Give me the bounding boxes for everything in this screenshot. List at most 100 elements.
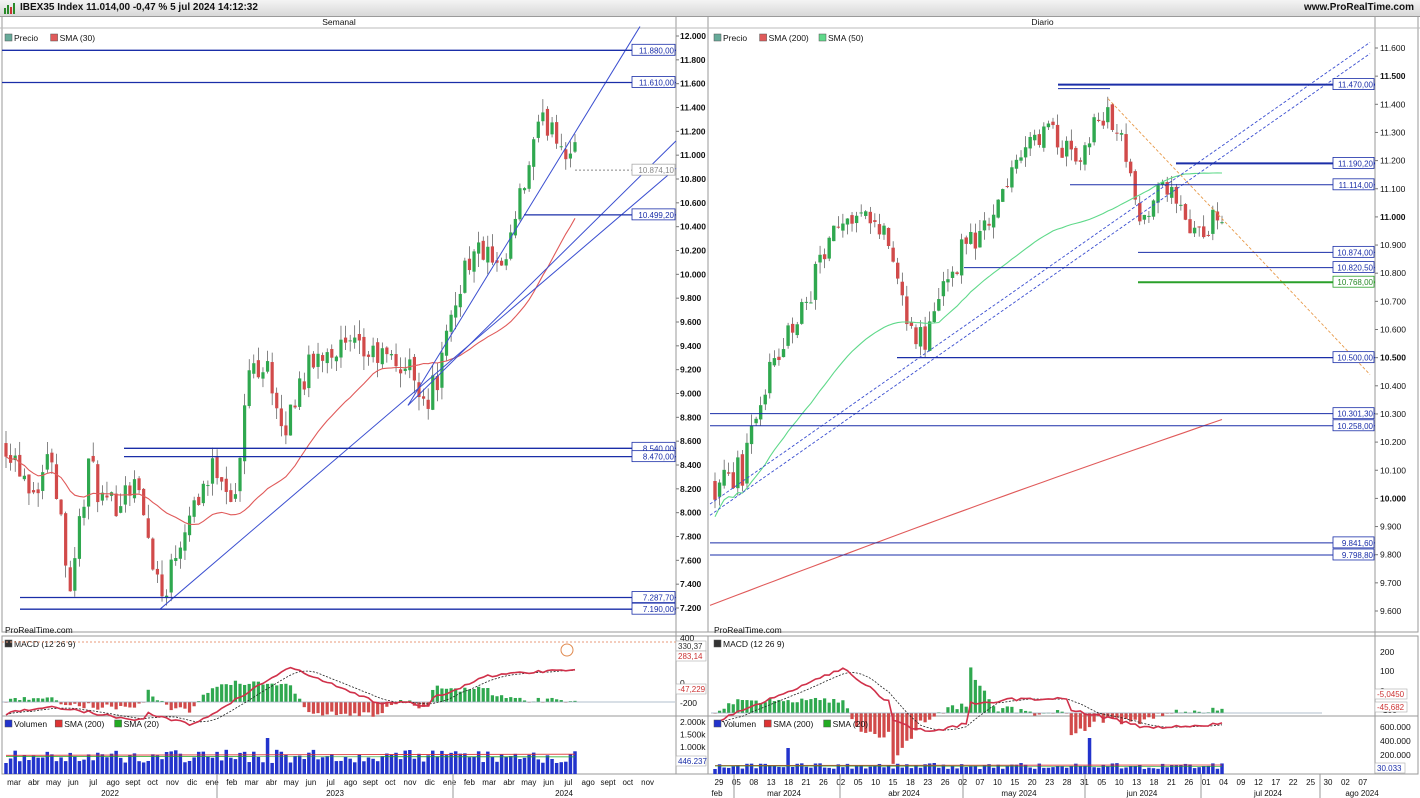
weekly-month-label: dic (187, 778, 197, 787)
weekly-volume-bar (201, 751, 206, 774)
daily-macd-hist-bar (791, 702, 795, 713)
daily-macd-hist-bar (905, 713, 909, 741)
weekly-month-label: sept (600, 778, 616, 787)
daily-macd-hist-bar (946, 707, 950, 713)
weekly-volume-bar (385, 753, 389, 774)
daily-candle (1211, 209, 1215, 234)
daily-volume-bar (1055, 766, 1060, 774)
daily-candle (1179, 204, 1183, 206)
weekly-candle (64, 513, 68, 566)
site-link[interactable]: www.ProRealTime.com (1303, 2, 1414, 13)
weekly-month-label: nov (404, 778, 417, 787)
daily-macd-hist-bar (928, 713, 932, 720)
daily-candle (969, 232, 973, 244)
weekly-macd-hist-bar (155, 700, 160, 702)
weekly-macd-hist-bar (64, 702, 68, 706)
daily-volume-bar (1124, 767, 1128, 774)
daily-candle (864, 211, 868, 216)
daily-volume-bar (1170, 765, 1174, 774)
weekly-candle (270, 362, 274, 394)
daily-macd-hist-bar (772, 701, 776, 713)
weekly-candle (229, 490, 233, 502)
weekly-candle (550, 122, 554, 135)
weekly-candle (376, 342, 380, 363)
weekly-macd-hist-bar (123, 702, 127, 707)
weekly-candle (394, 354, 398, 367)
weekly-macd-hist-bar (45, 697, 49, 702)
daily-day-label: 18 (906, 778, 915, 787)
daily-price-tick: 10.600 (1380, 325, 1406, 335)
daily-day-label: 05 (732, 778, 741, 787)
daily-macd-hist-bar (918, 713, 923, 721)
weekly-candle (8, 455, 13, 463)
weekly-price-tick: 11.800 (680, 55, 706, 65)
weekly-month-label: abr (28, 778, 40, 787)
weekly-volume-bar (105, 757, 109, 774)
weekly-candle (454, 305, 458, 318)
daily-macd-hist-bar (923, 713, 927, 723)
weekly-volume-bar (403, 750, 407, 774)
daily-macd-hist-bar (1129, 713, 1133, 722)
daily-candle (1147, 215, 1151, 217)
weekly-level-box (631, 450, 676, 463)
weekly-candle (146, 518, 150, 538)
chart-canvas[interactable]: Semanal Diario Precio SMA (30) Precio SMA (20… (0, 16, 1420, 798)
daily-day-label: 15 (889, 778, 898, 787)
daily-volume-bar (745, 763, 749, 774)
weekly-volume-bar (63, 761, 68, 774)
weekly-candle (522, 188, 527, 191)
weekly-candle (155, 568, 160, 575)
daily-candle (982, 220, 987, 231)
weekly-macd-hist-bar (146, 689, 150, 702)
weekly-candle (261, 372, 265, 379)
weekly-candle (77, 516, 82, 559)
weekly-macd-value: -47,229 (678, 685, 706, 694)
daily-candle (1174, 186, 1179, 204)
daily-macd-hist-bar (891, 713, 895, 764)
daily-candle (786, 325, 790, 346)
weekly-candle (210, 458, 215, 484)
daily-volume-bar (1078, 766, 1083, 774)
daily-macd-hist-bar (1115, 713, 1119, 718)
daily-volume-bar (1001, 768, 1005, 774)
daily-macd-hist-bar (1037, 713, 1041, 715)
weekly-candle (18, 454, 22, 477)
daily-candle (941, 281, 946, 297)
weekly-price-tick: 8.600 (680, 436, 702, 446)
daily-candle (882, 225, 886, 235)
daily-volume-bar (964, 767, 968, 774)
weekly-macd-hist-bar (27, 699, 31, 702)
daily-volume-bar (1220, 763, 1224, 774)
weekly-price-tick: 11.000 (680, 150, 706, 160)
daily-day-label: 12 (1254, 778, 1263, 787)
weekly-macd-hist-bar (192, 702, 196, 707)
weekly-candle (504, 259, 508, 266)
daily-candle (1042, 126, 1046, 148)
weekly-volume-bar (545, 755, 550, 774)
daily-candle (1202, 226, 1206, 238)
daily-level-box (1332, 351, 1375, 364)
weekly-macd-value: 283,14 (678, 652, 703, 661)
daily-macd-hist-bar (964, 706, 968, 713)
daily-volume-bar (832, 768, 836, 774)
weekly-macd-hist-bar (275, 685, 279, 702)
weekly-macd-tick: 0 (680, 678, 685, 688)
weekly-volume-bar (394, 752, 398, 774)
daily-macd-hist-bar (841, 700, 845, 713)
daily-candle (1033, 134, 1037, 141)
weekly-volume-bar (380, 756, 385, 774)
weekly-price-tick: 9.800 (680, 293, 702, 303)
daily-macd-hist-bar (1069, 713, 1073, 736)
daily-level-box (1332, 275, 1375, 288)
daily-day-label: 02 (836, 778, 845, 787)
weekly-volume-bar (45, 751, 50, 774)
daily-candle (1133, 171, 1137, 200)
daily-volume-bar (1037, 763, 1042, 774)
daily-volume-bar (763, 763, 767, 774)
daily-volume-bar (877, 763, 882, 774)
weekly-candle (353, 337, 357, 343)
daily-candle (955, 272, 959, 274)
weekly-volume-bar (311, 749, 316, 774)
daily-macd-hist-bar (864, 713, 868, 733)
weekly-candle (532, 139, 536, 167)
